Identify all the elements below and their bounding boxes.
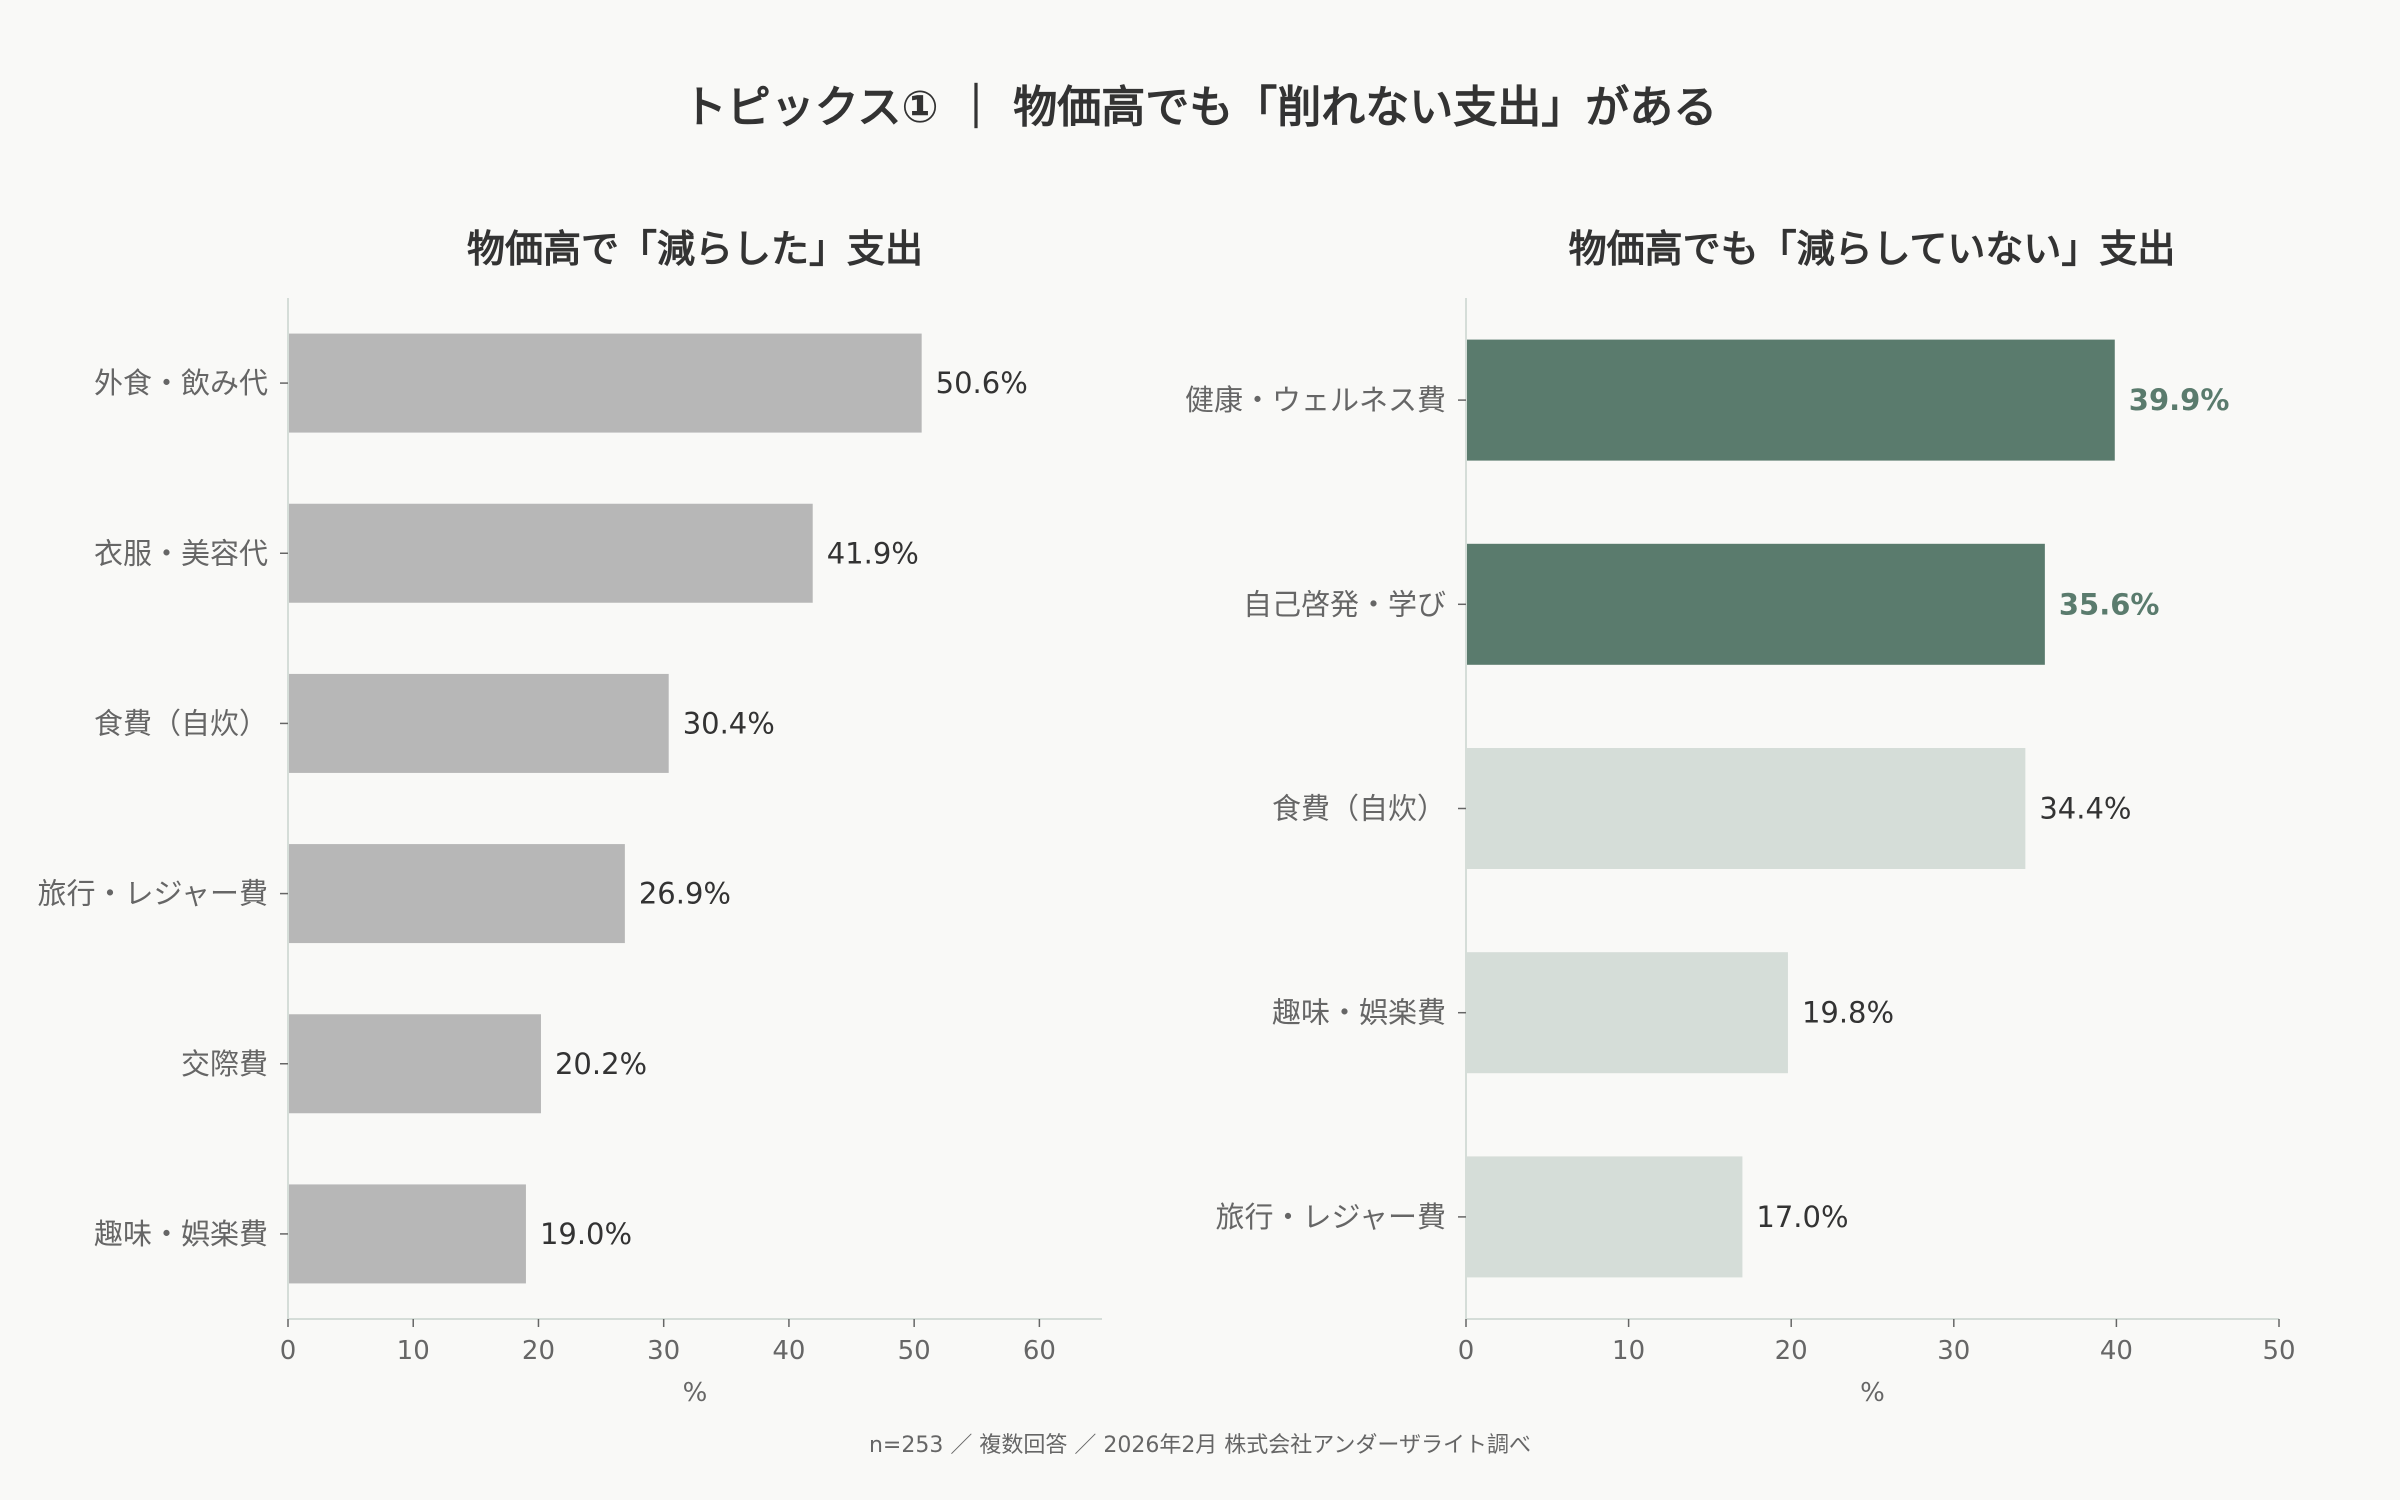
data-label: 34.4% (2039, 792, 2131, 826)
bar (1467, 952, 1788, 1074)
category-label: 旅行・レジャー費 (37, 877, 268, 911)
x-tick-label: 30 (647, 1336, 680, 1366)
category-label: 健康・ウェルネス費 (1185, 383, 1446, 417)
x-axis-label: % (683, 1378, 708, 1408)
category-label: 食費（自炊） (1272, 792, 1446, 826)
data-label: 19.8% (1802, 996, 1894, 1030)
x-tick-label: 20 (522, 1336, 555, 1366)
bar (1467, 1156, 1743, 1278)
panel-1: 物価高で「減らした」支出 0 10 20 30 40 50 60% 外食・飲み代 50.6% 衣服・… (37, 227, 1102, 1408)
x-tick-label: 10 (397, 1336, 430, 1366)
bar (289, 503, 813, 603)
data-label: 19.0% (540, 1217, 632, 1251)
x-tick-label: 60 (1023, 1336, 1056, 1366)
bar (1467, 543, 2045, 665)
bar (289, 1014, 541, 1114)
x-tick-label: 0 (1458, 1336, 1475, 1366)
data-label: 41.9% (827, 536, 919, 570)
bar (289, 844, 625, 944)
x-axis-label: % (1860, 1378, 1885, 1408)
data-label: 39.9% (2129, 383, 2230, 417)
category-label: 趣味・娯楽費 (94, 1217, 268, 1251)
bar (289, 1184, 526, 1284)
data-label: 30.4% (683, 706, 775, 740)
category-label: 旅行・レジャー費 (1215, 1200, 1446, 1234)
x-tick-label: 10 (1612, 1336, 1645, 1366)
bar (1467, 748, 2026, 869)
panel-title: 物価高で「減らした」支出 (467, 227, 923, 271)
bar (289, 673, 669, 773)
data-label: 26.9% (639, 877, 731, 911)
category-label: 交際費 (181, 1047, 268, 1081)
x-tick-label: 50 (898, 1336, 931, 1366)
bar (1467, 339, 2115, 461)
x-tick-label: 0 (280, 1336, 297, 1366)
x-tick-label: 50 (2262, 1336, 2295, 1366)
category-label: 外食・飲み代 (94, 366, 268, 400)
data-label: 20.2% (555, 1047, 647, 1081)
x-tick-label: 30 (1937, 1336, 1970, 1366)
category-label: 自己啓発・学び (1243, 587, 1446, 621)
figure-title: トピックス① ｜ 物価高でも「削れない支出」がある (683, 82, 1718, 133)
x-tick-label: 40 (2100, 1336, 2133, 1366)
panel-title: 物価高でも「減らしていない」支出 (1569, 227, 2176, 271)
footnote: n=253 ／ 複数回答 ／ 2026年2月 株式会社アンダーザライト調べ (869, 1433, 1531, 1458)
category-label: 衣服・美容代 (94, 536, 268, 570)
panel-2: 物価高でも「減らしていない」支出 0 10 20 30 40 50% 健康・ウェルネス費 39.… (1185, 227, 2296, 1408)
data-label: 17.0% (1756, 1200, 1848, 1234)
x-tick-label: 20 (1775, 1336, 1808, 1366)
data-label: 35.6% (2059, 587, 2160, 621)
bar (289, 333, 922, 433)
data-label: 50.6% (936, 366, 1028, 400)
x-tick-label: 40 (772, 1336, 805, 1366)
category-label: 食費（自炊） (94, 706, 268, 740)
category-label: 趣味・娯楽費 (1272, 996, 1446, 1030)
